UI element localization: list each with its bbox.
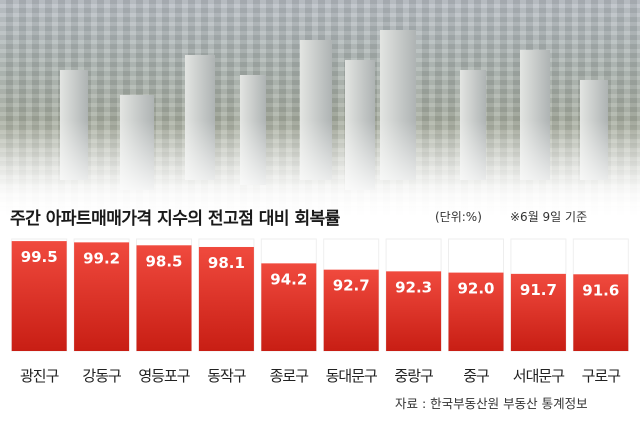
bar-value-label: 92.0: [457, 280, 494, 298]
bar: [386, 271, 442, 351]
date-note: ※6월 9일 기준: [510, 210, 588, 224]
unit-label: (단위:%): [435, 210, 482, 224]
bar: [136, 245, 192, 351]
category-label: 중구: [463, 367, 489, 385]
bar: [11, 241, 67, 351]
bar-value-label: 91.6: [582, 281, 619, 299]
bar: [510, 273, 566, 351]
category-label: 구로구: [582, 367, 621, 385]
bar-value-label: 91.7: [520, 281, 557, 299]
bar: [198, 246, 254, 351]
bar: [448, 272, 504, 351]
category-label: 중랑구: [394, 367, 433, 385]
chart-title: 주간 아파트매매가격 지수의 전고점 대비 회복률: [10, 209, 340, 229]
category-label: 동대문구: [326, 367, 377, 385]
bar-value-label: 92.3: [395, 278, 432, 296]
bar: [573, 274, 629, 351]
bar-value-label: 99.2: [83, 249, 120, 267]
data-source: 자료 : 한국부동산원 부동산 통계정보: [395, 396, 588, 411]
bar: [261, 263, 317, 351]
category-label: 서대문구: [513, 367, 564, 385]
bar-value-label: 98.5: [145, 252, 182, 270]
bar: [323, 269, 379, 351]
category-label: 동작구: [207, 367, 246, 385]
bar: [74, 242, 130, 351]
bar-value-label: 94.2: [270, 270, 307, 288]
bar-value-label: 92.7: [333, 277, 370, 295]
bar-value-label: 98.1: [208, 254, 245, 272]
bar-value-label: 99.5: [21, 248, 58, 266]
category-label: 종로구: [270, 367, 309, 385]
category-label: 영등포구: [138, 367, 189, 385]
category-label: 강동구: [82, 367, 121, 385]
photo-fade: [0, 120, 640, 220]
category-label: 광진구: [20, 367, 59, 385]
